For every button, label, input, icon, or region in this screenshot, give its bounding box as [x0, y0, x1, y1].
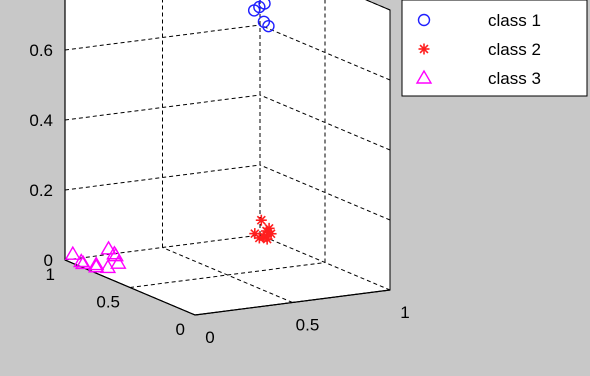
- y-tick-label: 0.5: [96, 293, 120, 312]
- legend-box: [401, 0, 588, 97]
- data-point-triangle: [107, 247, 124, 262]
- data-point-circle: [262, 19, 275, 33]
- data-point-star: [255, 214, 267, 226]
- legend-symbol-circle: [417, 13, 431, 27]
- z-tick-label: 0.2: [29, 181, 53, 200]
- data-point-triangle: [64, 245, 82, 260]
- x-tick-label: 0: [205, 328, 214, 347]
- data-point-circle: [257, 15, 271, 28]
- legend-entry-class-3: class 3: [415, 69, 541, 88]
- legend-marker-circle: [417, 13, 431, 27]
- x-tick-label: 1: [400, 303, 409, 322]
- legend-symbol-star: [418, 43, 430, 55]
- data-point-circle: [247, 4, 261, 17]
- x-tick-label: 0.5: [296, 316, 320, 335]
- data-point-star: [258, 231, 270, 243]
- legend-entry-class-1: class 1: [417, 11, 541, 30]
- data-point-star: [263, 222, 275, 234]
- grid-line-y-floor: [64, 234, 261, 261]
- grid-line-z-side: [365, 0, 391, 11]
- x-axis-line: [194, 289, 391, 316]
- legend-label-class-1: class 1: [488, 11, 541, 30]
- data-points: [64, 0, 277, 274]
- legend-label-class-3: class 3: [488, 69, 541, 88]
- z-tick-label: 0: [44, 251, 53, 270]
- z-tick-label: 0.4: [29, 111, 53, 130]
- data-point-triangle: [100, 240, 117, 255]
- legend-label-class-2: class 2: [488, 40, 541, 59]
- data-point-star: [249, 228, 261, 240]
- data-point-circle: [258, 0, 271, 10]
- data-point-triangle: [87, 256, 105, 271]
- legend: class 1 class 2 class 3: [401, 0, 588, 97]
- y-tick-label: 0: [176, 320, 185, 339]
- legend-marker-triangle: [415, 69, 433, 84]
- data-point-triangle: [110, 254, 127, 269]
- legend-symbol-triangle: [415, 69, 433, 84]
- y-axis-line: [64, 259, 196, 316]
- axis-lines: [64, 0, 391, 316]
- data-point-triangle: [74, 255, 92, 270]
- y-tick-label: 1: [46, 265, 55, 284]
- data-point-triangle: [87, 258, 105, 273]
- z-tick-label: 0.6: [29, 41, 53, 60]
- legend-entry-class-2: class 2: [418, 40, 541, 59]
- legend-marker-star: [418, 43, 430, 55]
- grid-line-y-floor: [129, 262, 326, 288]
- data-point-triangle: [73, 253, 90, 268]
- data-point-triangle: [99, 259, 117, 274]
